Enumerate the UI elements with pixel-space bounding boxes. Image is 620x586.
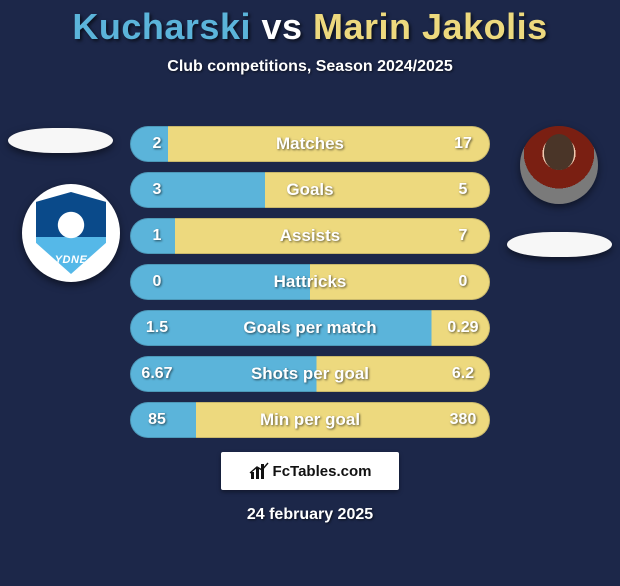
club-badge-left: YDNE: [22, 184, 120, 282]
stat-label: Hattricks: [184, 272, 436, 292]
club-badge-right-placeholder: [507, 232, 612, 257]
stat-label: Min per goal: [184, 410, 436, 430]
stat-label: Shots per goal: [184, 364, 436, 384]
title-player2: Marin Jakolis: [313, 6, 548, 47]
stat-value-right: 380: [436, 411, 490, 429]
stat-value-left: 2: [130, 135, 184, 153]
avatar-right: [520, 126, 598, 204]
stat-row: 1.5Goals per match0.29: [130, 310, 490, 346]
stat-value-right: 0: [436, 273, 490, 291]
avatar-left-placeholder: [8, 128, 113, 153]
stat-value-right: 5: [436, 181, 490, 199]
stat-label: Goals per match: [184, 318, 436, 338]
stat-label: Goals: [184, 180, 436, 200]
stat-label: Matches: [184, 134, 436, 154]
brand-logo[interactable]: FcTables.com: [221, 452, 399, 490]
stat-row: 0Hattricks0: [130, 264, 490, 300]
stat-row: 1Assists7: [130, 218, 490, 254]
stat-value-left: 1.5: [130, 319, 184, 337]
stat-value-left: 1: [130, 227, 184, 245]
bar-chart-icon: [249, 461, 269, 481]
page-title: Kucharski vs Marin Jakolis: [0, 6, 620, 48]
club-left-text: YDNE: [36, 254, 106, 266]
stat-row: 2Matches17: [130, 126, 490, 162]
footer-date: 24 february 2025: [0, 506, 620, 524]
stat-value-left: 3: [130, 181, 184, 199]
stat-row: 3Goals5: [130, 172, 490, 208]
stat-row: 6.67Shots per goal6.2: [130, 356, 490, 392]
subtitle: Club competitions, Season 2024/2025: [0, 58, 620, 76]
stats-container: 2Matches173Goals51Assists70Hattricks01.5…: [130, 126, 490, 448]
title-player1: Kucharski: [72, 6, 251, 47]
stat-value-left: 85: [130, 411, 184, 429]
stat-value-left: 0: [130, 273, 184, 291]
brand-text: FcTables.com: [273, 463, 372, 480]
title-vs: vs: [251, 6, 313, 47]
stat-label: Assists: [184, 226, 436, 246]
club-shield-icon: YDNE: [36, 192, 106, 274]
stat-value-right: 6.2: [436, 365, 490, 383]
stat-value-right: 17: [436, 135, 490, 153]
stat-value-left: 6.67: [130, 365, 184, 383]
stat-value-right: 7: [436, 227, 490, 245]
stat-value-right: 0.29: [436, 319, 490, 337]
stat-row: 85Min per goal380: [130, 402, 490, 438]
